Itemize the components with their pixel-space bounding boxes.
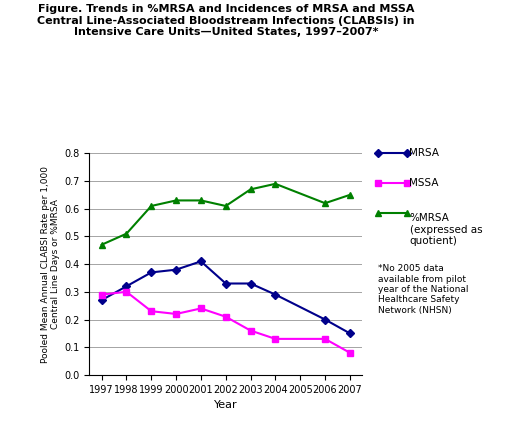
MSSA xyxy=(99,292,105,297)
MRSA xyxy=(346,331,353,336)
%MRSA
(expressed as
quotient) xyxy=(223,204,229,209)
Text: MRSA: MRSA xyxy=(410,148,439,158)
Text: MSSA: MSSA xyxy=(410,178,439,188)
%MRSA
(expressed as
quotient) xyxy=(123,231,130,236)
Text: %MRSA
(expressed as
quotient): %MRSA (expressed as quotient) xyxy=(410,213,482,246)
%MRSA
(expressed as
quotient) xyxy=(198,198,204,203)
%MRSA
(expressed as
quotient) xyxy=(99,242,105,247)
%MRSA
(expressed as
quotient) xyxy=(148,204,154,209)
MSSA xyxy=(148,308,154,314)
MSSA xyxy=(247,328,254,333)
MRSA xyxy=(99,297,105,302)
MSSA xyxy=(346,350,353,355)
MRSA xyxy=(247,281,254,286)
MRSA xyxy=(272,292,279,297)
%MRSA
(expressed as
quotient) xyxy=(272,181,279,187)
MSSA xyxy=(198,306,204,311)
%MRSA
(expressed as
quotient) xyxy=(173,198,179,203)
%MRSA
(expressed as
quotient) xyxy=(247,187,254,192)
X-axis label: Year: Year xyxy=(214,400,238,410)
MRSA xyxy=(148,270,154,275)
MSSA xyxy=(223,314,229,320)
%MRSA
(expressed as
quotient) xyxy=(322,201,328,206)
MRSA xyxy=(223,281,229,286)
MSSA xyxy=(272,337,279,342)
MSSA xyxy=(322,337,328,342)
Text: *No 2005 data
available from pilot
year of the National
Healthcare Safety
Networ: *No 2005 data available from pilot year … xyxy=(378,264,468,315)
Line: MRSA: MRSA xyxy=(99,259,353,336)
MSSA xyxy=(173,311,179,317)
MRSA xyxy=(198,259,204,264)
MSSA xyxy=(123,289,130,294)
Line: MSSA: MSSA xyxy=(99,289,353,356)
Text: Figure. Trends in %MRSA and Incidences of MRSA and MSSA
Central Line-Associated : Figure. Trends in %MRSA and Incidences o… xyxy=(37,4,415,37)
Line: %MRSA
(expressed as
quotient): %MRSA (expressed as quotient) xyxy=(98,180,353,248)
MRSA xyxy=(322,317,328,322)
MRSA xyxy=(123,284,130,289)
%MRSA
(expressed as
quotient) xyxy=(346,193,353,198)
MRSA xyxy=(173,267,179,272)
Y-axis label: Pooled Mean Annual CLABSI Rate per 1,000
Central Line Days or %MRSA: Pooled Mean Annual CLABSI Rate per 1,000… xyxy=(40,166,60,363)
